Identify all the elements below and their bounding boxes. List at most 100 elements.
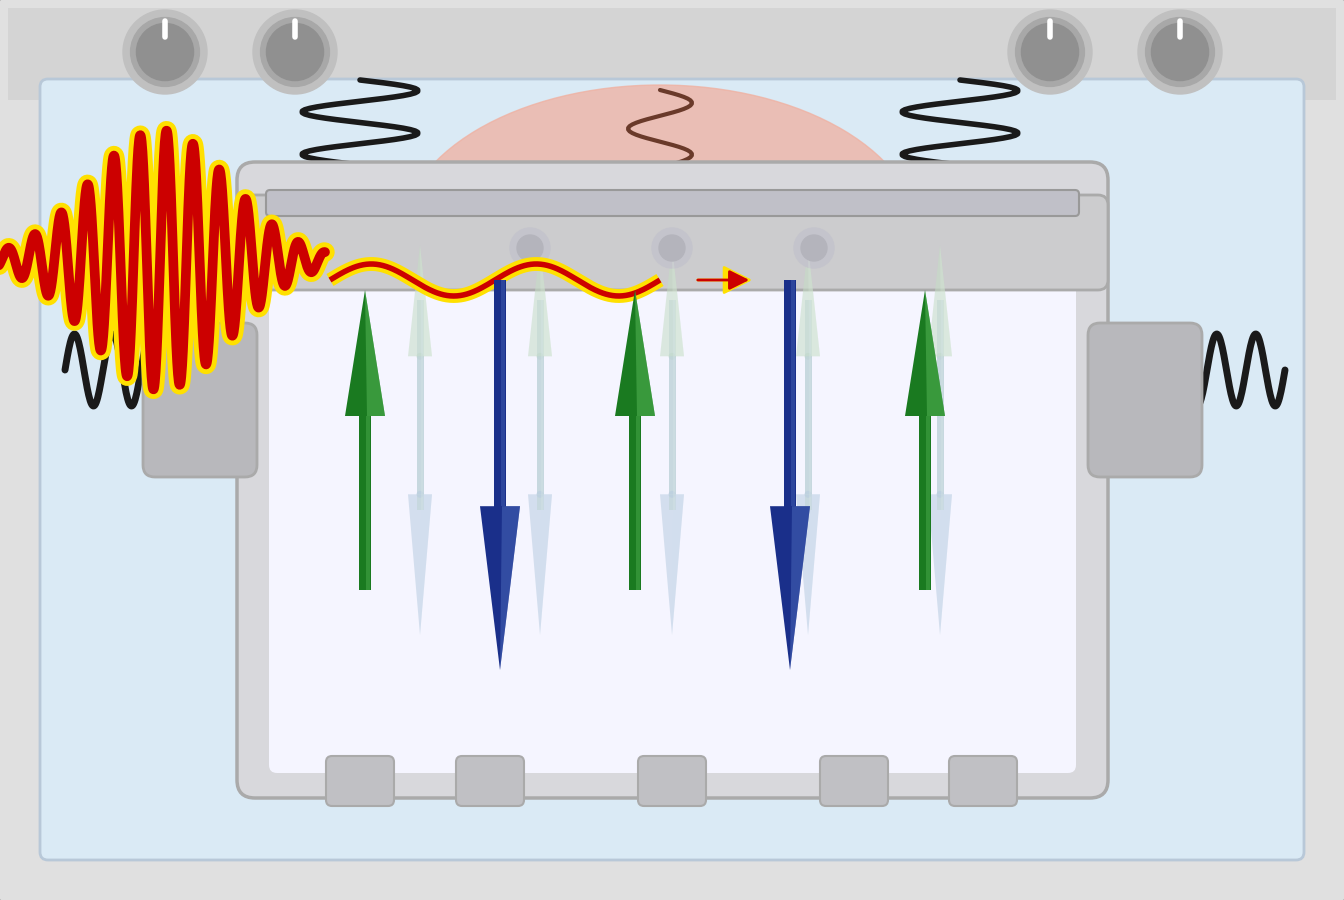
Bar (805, 300, 812, 494)
Polygon shape (409, 245, 431, 356)
Polygon shape (616, 290, 655, 416)
Polygon shape (366, 290, 384, 416)
FancyBboxPatch shape (949, 756, 1017, 806)
Bar (668, 300, 676, 494)
Bar (805, 356, 812, 510)
Polygon shape (480, 506, 520, 670)
Bar (636, 416, 640, 590)
Circle shape (805, 353, 812, 360)
FancyBboxPatch shape (237, 195, 1107, 290)
Circle shape (629, 410, 641, 422)
Bar (421, 300, 423, 494)
Bar (809, 300, 812, 494)
Bar (540, 300, 543, 494)
Circle shape (266, 23, 324, 81)
Bar (937, 356, 943, 510)
FancyBboxPatch shape (266, 190, 1079, 216)
Circle shape (536, 353, 543, 360)
Polygon shape (409, 494, 431, 635)
Circle shape (130, 18, 199, 86)
Circle shape (937, 491, 943, 498)
Polygon shape (528, 494, 552, 635)
Bar (668, 356, 676, 510)
Polygon shape (660, 245, 684, 356)
Bar (417, 300, 423, 494)
FancyBboxPatch shape (1089, 323, 1202, 477)
FancyBboxPatch shape (638, 756, 706, 806)
Bar (501, 280, 505, 506)
Circle shape (509, 228, 550, 268)
Polygon shape (672, 245, 684, 356)
Circle shape (1145, 18, 1215, 86)
Polygon shape (672, 494, 684, 635)
Circle shape (801, 235, 827, 261)
Polygon shape (419, 494, 431, 635)
Circle shape (1152, 23, 1208, 81)
Polygon shape (770, 506, 810, 670)
Circle shape (1008, 10, 1091, 94)
FancyBboxPatch shape (456, 756, 524, 806)
Polygon shape (927, 245, 952, 356)
Bar (359, 416, 371, 590)
Circle shape (495, 500, 505, 512)
Circle shape (659, 235, 685, 261)
Bar (941, 300, 943, 494)
Polygon shape (927, 494, 952, 635)
Polygon shape (925, 290, 945, 416)
Bar (8, 8, 1336, 100)
Bar (784, 280, 796, 506)
Circle shape (794, 228, 835, 268)
Circle shape (668, 353, 676, 360)
Circle shape (1016, 18, 1085, 86)
Bar (536, 356, 543, 510)
Bar (673, 356, 675, 510)
Bar (673, 300, 675, 494)
Bar (421, 356, 423, 510)
Bar (495, 280, 505, 506)
Circle shape (1021, 23, 1078, 81)
Polygon shape (540, 494, 552, 635)
Circle shape (417, 353, 423, 360)
Bar (941, 356, 943, 510)
Polygon shape (939, 494, 952, 635)
Circle shape (919, 410, 931, 422)
Polygon shape (939, 245, 952, 356)
Polygon shape (796, 245, 820, 356)
Bar (926, 416, 930, 590)
Polygon shape (419, 245, 431, 356)
Circle shape (517, 235, 543, 261)
Polygon shape (528, 245, 552, 356)
Circle shape (937, 353, 943, 360)
FancyBboxPatch shape (327, 756, 394, 806)
Polygon shape (345, 290, 384, 416)
Circle shape (261, 18, 329, 86)
Bar (417, 356, 423, 510)
Polygon shape (796, 494, 820, 635)
FancyBboxPatch shape (237, 162, 1107, 798)
Polygon shape (540, 245, 552, 356)
Circle shape (805, 491, 812, 498)
Polygon shape (790, 506, 810, 670)
Circle shape (1138, 10, 1222, 94)
Ellipse shape (401, 85, 921, 395)
Circle shape (253, 10, 337, 94)
Circle shape (417, 491, 423, 498)
Polygon shape (808, 245, 820, 356)
Circle shape (652, 228, 692, 268)
Bar (629, 416, 641, 590)
Bar (540, 356, 543, 510)
Polygon shape (660, 494, 684, 635)
Circle shape (536, 491, 543, 498)
Bar (792, 280, 796, 506)
Bar (809, 356, 812, 510)
Bar (366, 416, 371, 590)
Circle shape (668, 491, 676, 498)
FancyBboxPatch shape (269, 247, 1077, 773)
Circle shape (359, 410, 371, 422)
Polygon shape (500, 506, 520, 670)
Polygon shape (634, 290, 655, 416)
Bar (536, 300, 543, 494)
Polygon shape (808, 494, 820, 635)
Circle shape (124, 10, 207, 94)
FancyBboxPatch shape (820, 756, 888, 806)
